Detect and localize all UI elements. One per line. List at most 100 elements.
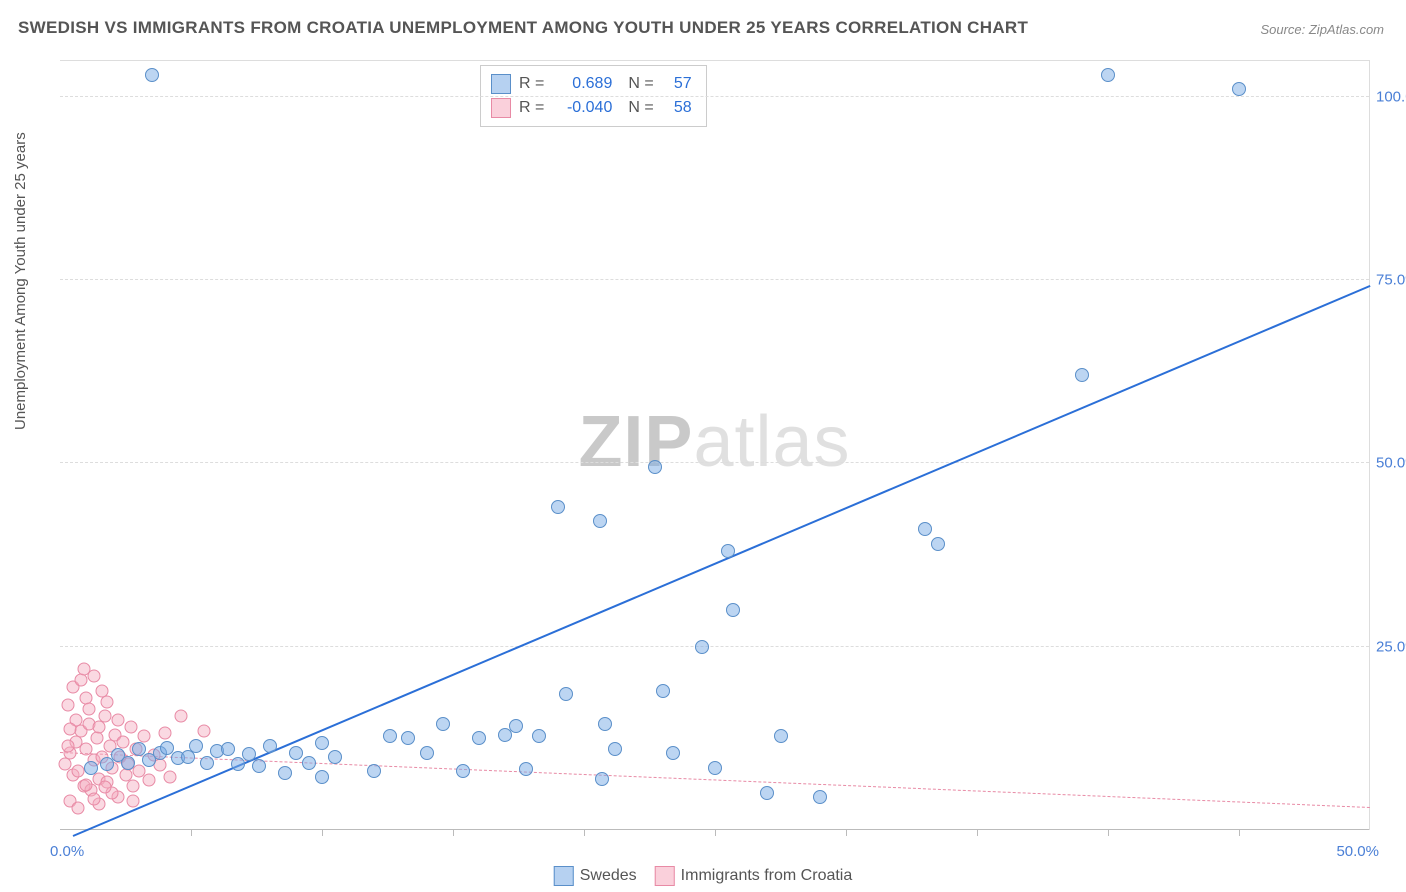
- data-point-blue: [145, 68, 159, 82]
- corr-row-blue: R = 0.689 N = 57: [491, 72, 692, 96]
- xtick: [322, 830, 323, 836]
- ytick-label: 100.0%: [1376, 88, 1406, 105]
- chart-title: SWEDISH VS IMMIGRANTS FROM CROATIA UNEMP…: [18, 18, 1028, 38]
- data-point-pink: [72, 802, 85, 815]
- data-point-pink: [61, 739, 74, 752]
- data-point-pink: [72, 765, 85, 778]
- data-point-blue: [302, 756, 316, 770]
- xtick: [846, 830, 847, 836]
- data-point-blue: [242, 747, 256, 761]
- data-point-pink: [127, 794, 140, 807]
- data-point-blue: [532, 729, 546, 743]
- data-point-blue: [721, 544, 735, 558]
- data-point-pink: [74, 673, 87, 686]
- xtick-label-min: 0.0%: [50, 843, 84, 860]
- data-point-blue: [1075, 368, 1089, 382]
- data-point-blue: [121, 756, 135, 770]
- data-point-blue: [519, 762, 533, 776]
- data-point-blue: [774, 729, 788, 743]
- watermark: ZIPatlas: [578, 400, 850, 482]
- data-point-pink: [164, 771, 177, 784]
- corr-row-pink: R = -0.040 N = 58: [491, 96, 692, 120]
- plot-area: ZIPatlas R = 0.689 N = 57 R = -0.040 N =…: [60, 60, 1370, 830]
- data-point-blue: [813, 790, 827, 804]
- gridline: [60, 96, 1369, 97]
- data-point-blue: [84, 761, 98, 775]
- data-point-blue: [252, 759, 266, 773]
- swatch-blue-icon: [491, 74, 511, 94]
- xtick: [1108, 830, 1109, 836]
- data-point-blue: [509, 719, 523, 733]
- data-point-blue: [315, 770, 329, 784]
- data-point-blue: [708, 761, 722, 775]
- data-point-pink: [82, 703, 95, 716]
- data-point-pink: [158, 727, 171, 740]
- legend-item-swedes: Swedes: [554, 866, 637, 886]
- data-point-pink: [77, 662, 90, 675]
- xtick: [584, 830, 585, 836]
- xtick: [715, 830, 716, 836]
- data-point-pink: [174, 710, 187, 723]
- swatch-blue-icon: [554, 866, 574, 886]
- y-axis-label: Unemployment Among Youth under 25 years: [12, 132, 29, 430]
- gridline: [60, 462, 1369, 463]
- data-point-blue: [666, 746, 680, 760]
- xtick: [453, 830, 454, 836]
- data-point-pink: [116, 736, 129, 749]
- data-point-blue: [436, 717, 450, 731]
- data-point-blue: [918, 522, 932, 536]
- data-point-blue: [595, 772, 609, 786]
- data-point-blue: [472, 731, 486, 745]
- data-point-pink: [93, 721, 106, 734]
- gridline: [60, 279, 1369, 280]
- data-point-blue: [726, 603, 740, 617]
- ytick-label: 25.0%: [1376, 638, 1406, 655]
- data-point-pink: [90, 732, 103, 745]
- data-point-blue: [383, 729, 397, 743]
- xtick: [1239, 830, 1240, 836]
- data-point-pink: [88, 793, 101, 806]
- data-point-pink: [111, 714, 124, 727]
- data-point-pink: [127, 780, 140, 793]
- data-point-blue: [328, 750, 342, 764]
- data-point-pink: [61, 699, 74, 712]
- data-point-blue: [593, 514, 607, 528]
- data-point-blue: [315, 736, 329, 750]
- data-point-pink: [80, 778, 93, 791]
- data-point-blue: [189, 739, 203, 753]
- xtick: [191, 830, 192, 836]
- data-point-pink: [64, 722, 77, 735]
- data-point-blue: [931, 537, 945, 551]
- data-point-pink: [98, 781, 111, 794]
- source-label: Source: ZipAtlas.com: [1260, 22, 1384, 37]
- data-point-blue: [1232, 82, 1246, 96]
- swatch-pink-icon: [655, 866, 675, 886]
- data-point-pink: [124, 721, 137, 734]
- data-point-blue: [559, 687, 573, 701]
- xtick-label-max: 50.0%: [1336, 843, 1379, 860]
- data-point-blue: [263, 739, 277, 753]
- chart-container: SWEDISH VS IMMIGRANTS FROM CROATIA UNEMP…: [0, 0, 1406, 892]
- data-point-blue: [420, 746, 434, 760]
- data-point-blue: [367, 764, 381, 778]
- series-legend: Swedes Immigrants from Croatia: [554, 866, 853, 886]
- trendline-blue: [73, 285, 1371, 837]
- gridline: [60, 646, 1369, 647]
- data-point-pink: [143, 774, 156, 787]
- data-point-pink: [198, 725, 211, 738]
- legend-item-croatia: Immigrants from Croatia: [655, 866, 853, 886]
- data-point-blue: [1101, 68, 1115, 82]
- data-point-blue: [401, 731, 415, 745]
- data-point-blue: [695, 640, 709, 654]
- data-point-blue: [656, 684, 670, 698]
- ytick-label: 75.0%: [1376, 272, 1406, 289]
- data-point-blue: [608, 742, 622, 756]
- data-point-blue: [648, 460, 662, 474]
- data-point-blue: [289, 746, 303, 760]
- data-point-pink: [88, 670, 101, 683]
- xtick: [977, 830, 978, 836]
- data-point-blue: [551, 500, 565, 514]
- data-point-blue: [278, 766, 292, 780]
- data-point-pink: [137, 730, 150, 743]
- data-point-blue: [598, 717, 612, 731]
